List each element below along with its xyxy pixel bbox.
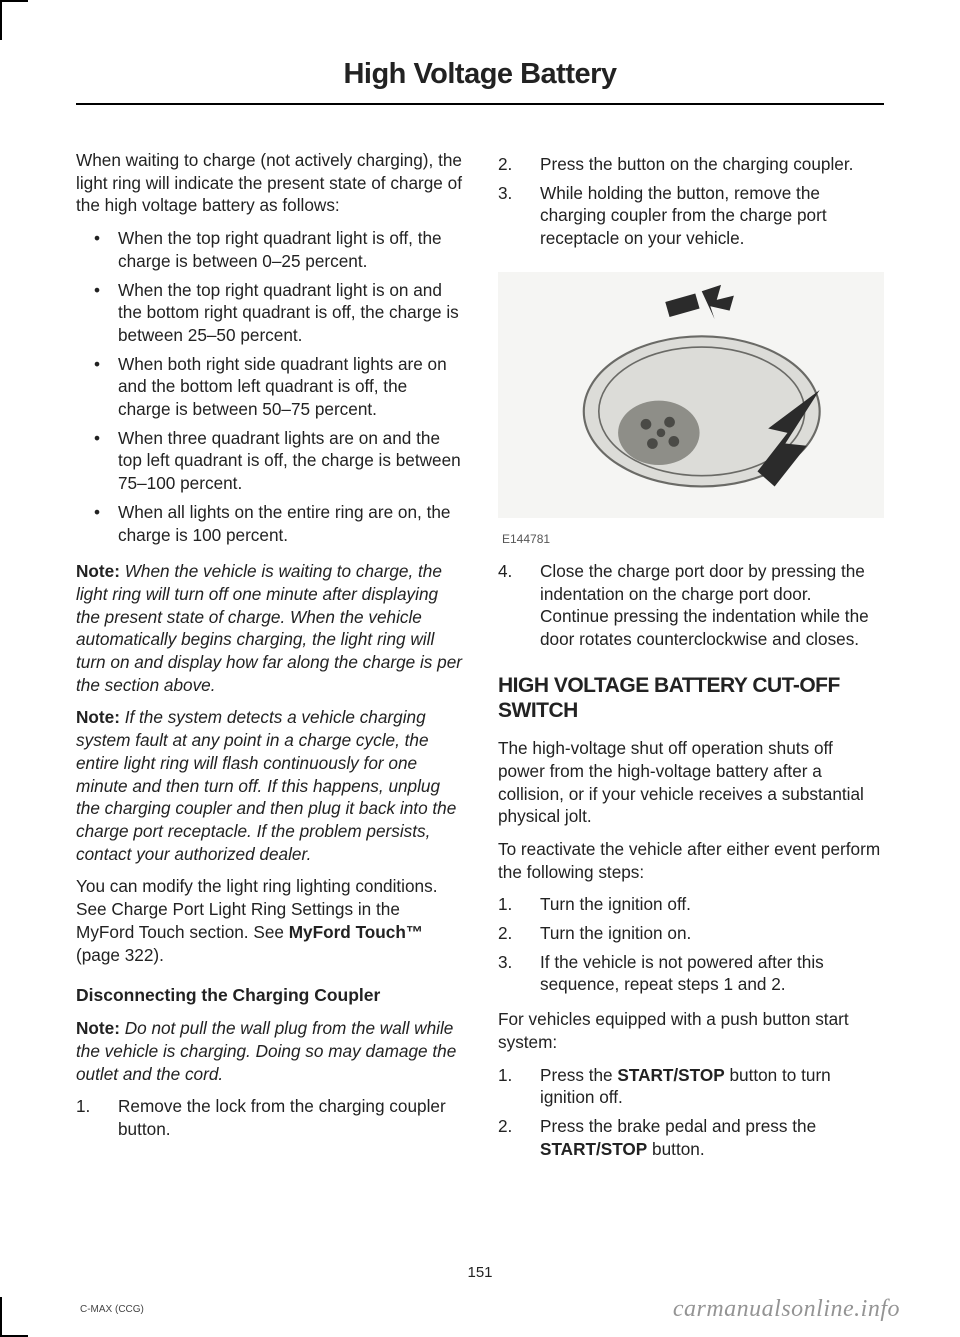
charge-bullets: When the top right quadrant light is off… (76, 227, 462, 546)
step-text: Press the button on the charging coupler… (540, 154, 853, 174)
start-stop-label: START/STOP (540, 1139, 647, 1159)
footer-code: C-MAX (CCG) (80, 1304, 144, 1315)
note-label: Note: (76, 707, 120, 727)
bullet-item: When both right side quadrant lights are… (76, 353, 462, 421)
close-steps: 4. Close the charge port door by pressing… (498, 560, 884, 651)
step-pre: Press the brake pedal and press the (540, 1116, 816, 1136)
step-num: 3. (498, 182, 526, 205)
list-item: 3. If the vehicle is not powered after th… (498, 951, 884, 996)
step-text: If the vehicle is not powered after this… (540, 952, 824, 995)
step-text: Close the charge port door by pressing t… (540, 561, 869, 649)
step-num: 1. (76, 1095, 104, 1118)
intro-para: When waiting to charge (not actively cha… (76, 149, 462, 217)
disconnect-subhead: Disconnecting the Charging Coupler (76, 984, 462, 1007)
cutoff-p1: The high-voltage shut off operation shut… (498, 737, 884, 828)
step-pre: Press the (540, 1065, 617, 1085)
step-post: button. (647, 1139, 704, 1159)
page-content: High Voltage Battery When waiting to cha… (0, 0, 960, 1212)
bullet-item: When all lights on the entire ring are o… (76, 501, 462, 546)
crop-mark-bl (0, 1297, 28, 1337)
list-item: 2. Turn the ignition on. (498, 922, 884, 945)
watermark: carmanualsonline.info (673, 1296, 900, 1323)
right-column: 2. Press the button on the charging coupl… (498, 149, 884, 1172)
disconnect-steps-cont: 2. Press the button on the charging coupl… (498, 153, 884, 250)
step-text: While holding the button, remove the cha… (540, 183, 827, 248)
bullet-item: When the top right quadrant light is off… (76, 227, 462, 272)
list-item: 2. Press the button on the charging coupl… (498, 153, 884, 176)
crop-mark-tl (0, 0, 28, 40)
cutoff-p2: To reactivate the vehicle after either e… (498, 838, 884, 883)
step-num: 2. (498, 153, 526, 176)
note-3: Note: Do not pull the wall plug from the… (76, 1017, 462, 1085)
bullet-item: When three quadrant lights are on and th… (76, 427, 462, 495)
page-title: High Voltage Battery (76, 58, 884, 105)
figure-code: E144781 (502, 532, 884, 548)
list-item: 1. Press the START/STOP button to turn i… (498, 1064, 884, 1109)
note-1: Note: When the vehicle is waiting to cha… (76, 560, 462, 696)
bullet-item: When the top right quadrant light is on … (76, 279, 462, 347)
note-label: Note: (76, 561, 120, 581)
step-text: Remove the lock from the charging couple… (118, 1096, 446, 1139)
pushbutton-steps: 1. Press the START/STOP button to turn i… (498, 1064, 884, 1161)
start-stop-label: START/STOP (617, 1065, 724, 1085)
note-2: Note: If the system detects a vehicle ch… (76, 706, 462, 865)
pushbutton-p: For vehicles equipped with a push button… (498, 1008, 884, 1053)
left-column: When waiting to charge (not actively cha… (76, 149, 462, 1172)
step-num: 2. (498, 1115, 526, 1138)
modify-para: You can modify the light ring lighting c… (76, 875, 462, 966)
cutoff-heading: HIGH VOLTAGE BATTERY CUT-OFF SWITCH (498, 673, 884, 723)
step-text: Turn the ignition off. (540, 894, 691, 914)
page-number: 151 (0, 1264, 960, 1281)
list-item: 1. Remove the lock from the charging coup… (76, 1095, 462, 1140)
list-item: 1. Turn the ignition off. (498, 893, 884, 916)
note-label: Note: (76, 1018, 120, 1038)
reactivate-steps: 1. Turn the ignition off. 2. Turn the igni… (498, 893, 884, 996)
note-text: Do not pull the wall plug from the wall … (76, 1018, 456, 1083)
list-item: 2. Press the brake pedal and press the S… (498, 1115, 884, 1160)
step-num: 3. (498, 951, 526, 974)
step-num: 2. (498, 922, 526, 945)
step-num: 1. (498, 893, 526, 916)
modify-post: (page 322). (76, 945, 164, 965)
myford-link[interactable]: MyFord Touch™ (289, 922, 423, 942)
disconnect-steps: 1. Remove the lock from the charging coup… (76, 1095, 462, 1140)
list-item: 4. Close the charge port door by pressing… (498, 560, 884, 651)
coupler-figure (498, 272, 884, 519)
step-num: 1. (498, 1064, 526, 1087)
note-text: When the vehicle is waiting to charge, t… (76, 561, 462, 695)
step-text: Turn the ignition on. (540, 923, 691, 943)
list-item: 3. While holding the button, remove the c… (498, 182, 884, 250)
step-num: 4. (498, 560, 526, 583)
note-text: If the system detects a vehicle charging… (76, 707, 456, 863)
